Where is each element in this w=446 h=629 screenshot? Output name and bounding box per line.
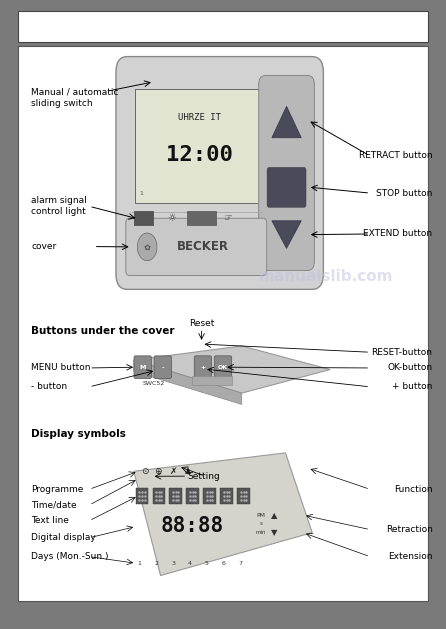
Circle shape [137,233,157,261]
FancyBboxPatch shape [154,356,171,379]
Text: Display symbols: Display symbols [31,429,126,439]
FancyBboxPatch shape [194,356,211,379]
FancyBboxPatch shape [214,356,232,379]
Text: ▼: ▼ [271,528,277,537]
Bar [220,487,233,504]
Bar [169,487,182,504]
Text: Days (Mon.-Sun.): Days (Mon.-Sun.) [31,552,109,561]
Text: Digital display: Digital display [31,533,96,542]
Bar [187,211,216,225]
Text: 5: 5 [205,561,209,565]
FancyBboxPatch shape [116,57,323,289]
Text: ▲: ▲ [271,511,277,520]
Text: Function: Function [394,485,433,494]
Bar [153,487,165,504]
Text: + button: + button [392,382,433,391]
Polygon shape [272,106,301,138]
Text: 7: 7 [239,561,243,565]
Text: Buttons under the cover: Buttons under the cover [31,326,175,337]
Text: +: + [200,365,206,370]
Bar [192,376,232,384]
Bar [237,487,250,504]
Text: Manual / automatic
sliding switch: Manual / automatic sliding switch [31,87,119,108]
Text: RESET-button: RESET-button [372,348,433,357]
Text: 3: 3 [171,561,175,565]
Text: EXTEND button: EXTEND button [363,230,433,238]
Text: Extension: Extension [388,552,433,561]
Text: 1: 1 [137,561,141,565]
Text: Setting: Setting [187,472,220,481]
Text: alarm signal
control light: alarm signal control light [31,196,87,216]
Text: ⊕: ⊕ [155,467,162,476]
Text: min: min [256,530,266,535]
Text: - button: - button [31,382,67,391]
Text: ✿: ✿ [144,242,151,252]
Polygon shape [134,346,330,393]
Bar [186,487,199,504]
Text: ☼: ☼ [167,213,176,223]
Text: OK-button: OK-button [388,364,433,372]
Text: 2: 2 [154,561,158,565]
Bar [136,487,148,504]
FancyBboxPatch shape [259,75,314,270]
Text: ⊙: ⊙ [141,467,149,476]
Text: Retraction: Retraction [386,525,433,534]
Text: 88:88: 88:88 [160,516,223,537]
Text: ♟: ♟ [183,467,191,476]
Text: Time/date: Time/date [31,501,77,509]
Text: OK: OK [218,365,228,370]
Text: ✗: ✗ [170,467,178,476]
Text: ☞: ☞ [223,213,232,223]
Text: UHRZE IT: UHRZE IT [178,113,221,122]
Text: SWC52: SWC52 [143,381,165,386]
Bar [134,211,153,225]
Bar [18,46,428,601]
Text: RETRACT button: RETRACT button [359,152,433,160]
Text: 1: 1 [140,191,144,196]
Text: 12:00: 12:00 [166,145,233,165]
Text: 4: 4 [188,561,192,565]
Polygon shape [134,360,242,404]
Text: -: - [161,365,164,370]
Text: Reset: Reset [189,320,214,328]
FancyBboxPatch shape [134,356,151,379]
Bar [132,212,263,213]
Text: M: M [140,365,146,370]
Text: s: s [260,521,262,526]
Text: 6: 6 [222,561,226,565]
Text: MENU button: MENU button [31,364,91,372]
FancyBboxPatch shape [135,89,264,203]
Text: BECKER: BECKER [177,240,229,253]
Text: manualslib.com: manualslib.com [258,269,393,284]
Polygon shape [134,453,312,576]
Bar [203,487,216,504]
FancyBboxPatch shape [267,167,306,207]
Text: Text line: Text line [31,516,69,525]
Bar [18,11,428,42]
FancyBboxPatch shape [126,218,267,276]
Text: PM: PM [256,513,265,518]
Text: STOP button: STOP button [376,189,433,198]
Text: cover: cover [31,242,57,251]
Text: Programme: Programme [31,485,83,494]
Polygon shape [272,221,301,248]
